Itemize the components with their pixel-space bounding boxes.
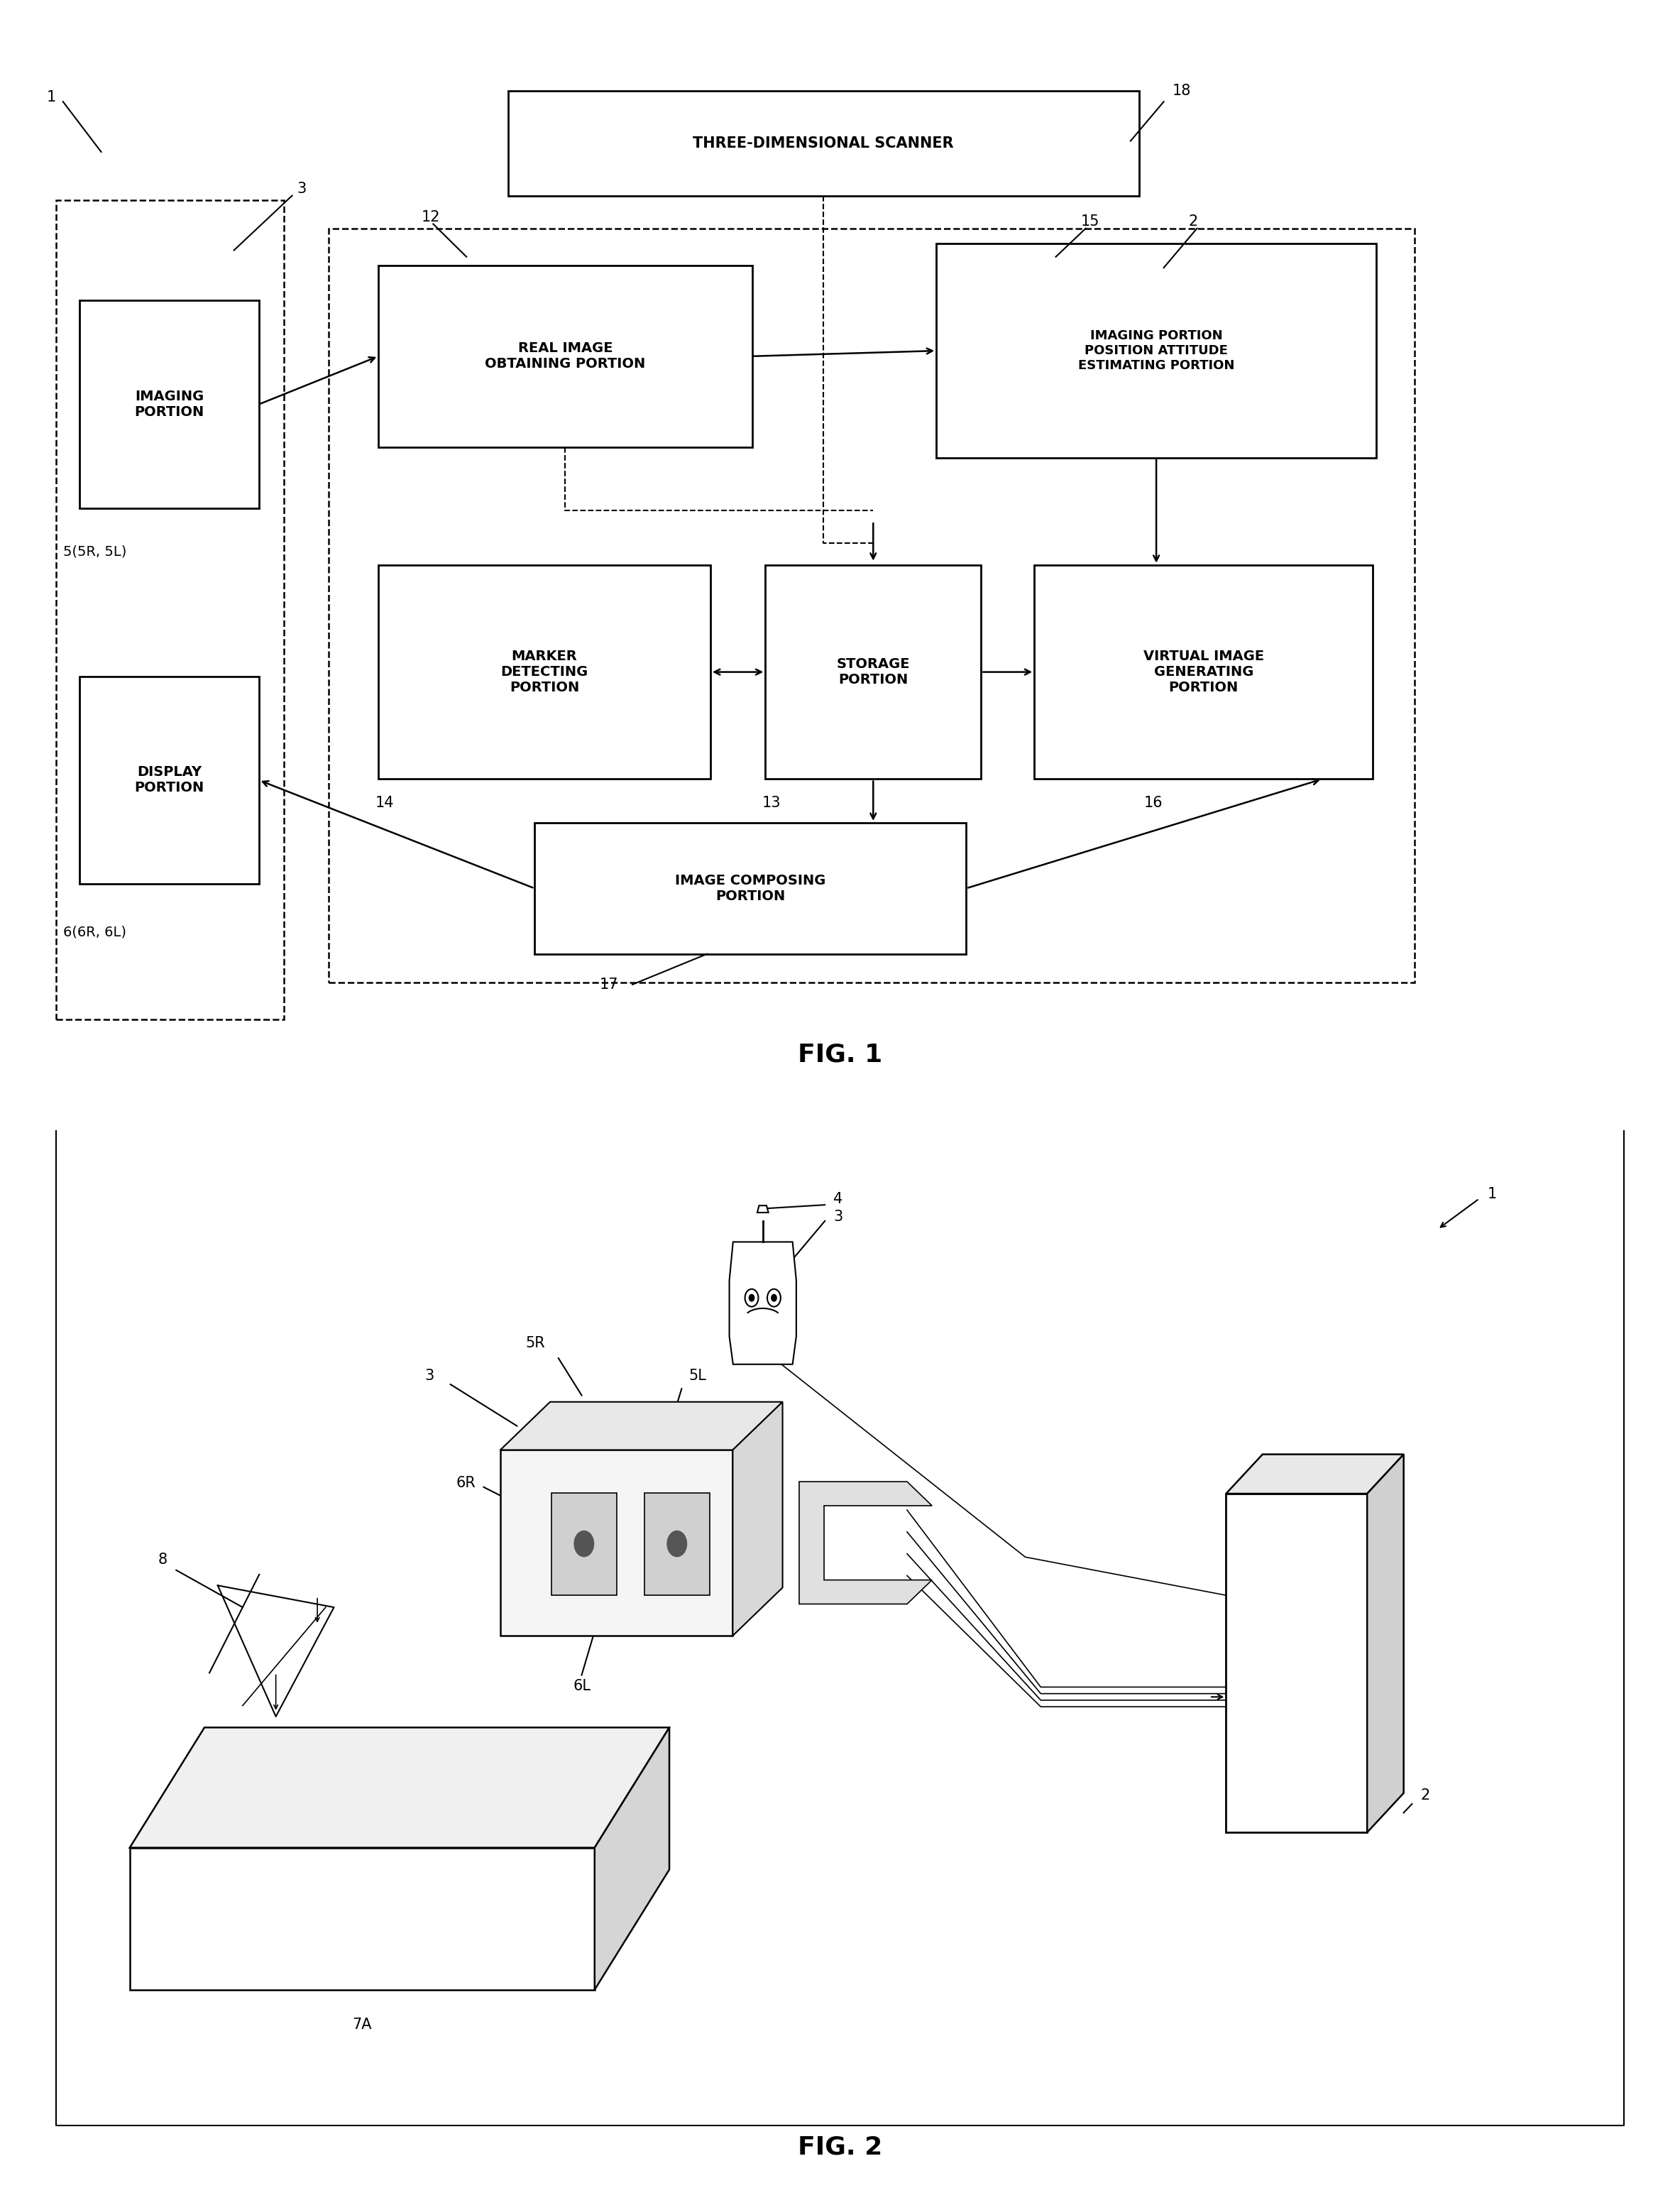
- Polygon shape: [129, 1727, 669, 1848]
- Polygon shape: [758, 1206, 768, 1213]
- Text: 6R: 6R: [455, 1475, 475, 1491]
- Text: REAL IMAGE
OBTAINING PORTION: REAL IMAGE OBTAINING PORTION: [486, 342, 645, 370]
- Polygon shape: [729, 1241, 796, 1365]
- Bar: [378, 265, 753, 448]
- Text: IMAGING
PORTION: IMAGING PORTION: [134, 390, 203, 419]
- Text: MARKER
DETECTING
PORTION: MARKER DETECTING PORTION: [501, 650, 588, 695]
- Text: 12: 12: [422, 209, 440, 225]
- Circle shape: [667, 1530, 687, 1557]
- Polygon shape: [1368, 1455, 1404, 1832]
- Text: STORAGE
PORTION: STORAGE PORTION: [837, 657, 911, 686]
- Bar: [501, 1451, 732, 1636]
- Text: 18: 18: [1173, 84, 1191, 97]
- Bar: [378, 564, 711, 778]
- Text: 5R: 5R: [526, 1336, 544, 1349]
- Polygon shape: [595, 1727, 669, 1989]
- Text: 1: 1: [47, 90, 55, 104]
- Text: 3: 3: [833, 1211, 843, 1224]
- Bar: [79, 300, 259, 507]
- Polygon shape: [1226, 1455, 1404, 1493]
- Text: IMAGE COMPOSING
PORTION: IMAGE COMPOSING PORTION: [675, 873, 825, 902]
- Text: 6L: 6L: [573, 1678, 591, 1693]
- Text: 8: 8: [158, 1552, 168, 1566]
- Bar: [936, 245, 1376, 459]
- Text: 15: 15: [1080, 214, 1099, 229]
- Text: 1: 1: [1487, 1186, 1497, 1202]
- Text: 5(5R, 5L): 5(5R, 5L): [62, 545, 126, 558]
- Circle shape: [575, 1530, 593, 1557]
- Bar: [551, 1493, 617, 1594]
- Text: 2: 2: [1189, 214, 1198, 229]
- Text: 17: 17: [600, 977, 618, 992]
- Text: VIRTUAL IMAGE
GENERATING
PORTION: VIRTUAL IMAGE GENERATING PORTION: [1142, 650, 1263, 695]
- Text: FIG. 2: FIG. 2: [798, 2134, 882, 2159]
- Polygon shape: [800, 1482, 932, 1603]
- Text: 3: 3: [297, 183, 306, 196]
- Polygon shape: [129, 1848, 595, 1989]
- Text: 13: 13: [763, 796, 781, 809]
- Text: 6(6R, 6L): 6(6R, 6L): [62, 926, 126, 939]
- Text: 2: 2: [1420, 1788, 1430, 1801]
- Text: 5L: 5L: [689, 1369, 707, 1383]
- Text: 14: 14: [375, 796, 393, 809]
- Text: 3: 3: [425, 1369, 433, 1383]
- Circle shape: [771, 1294, 776, 1301]
- Bar: [766, 564, 981, 778]
- Bar: [645, 1493, 709, 1594]
- Text: THREE-DIMENSIONAL SCANNER: THREE-DIMENSIONAL SCANNER: [692, 137, 954, 150]
- Bar: [1226, 1493, 1368, 1832]
- Bar: [329, 229, 1415, 981]
- Text: IMAGING PORTION
POSITION ATTITUDE
ESTIMATING PORTION: IMAGING PORTION POSITION ATTITUDE ESTIMA…: [1079, 329, 1235, 373]
- Text: 16: 16: [1144, 796, 1163, 809]
- Bar: [79, 677, 259, 884]
- Polygon shape: [732, 1402, 783, 1636]
- Bar: [534, 822, 966, 955]
- Text: FIG. 1: FIG. 1: [798, 1043, 882, 1067]
- Bar: [57, 201, 284, 1019]
- Polygon shape: [501, 1402, 783, 1451]
- Text: 4: 4: [833, 1193, 843, 1206]
- Circle shape: [749, 1294, 754, 1301]
- Text: 7A: 7A: [353, 2018, 371, 2031]
- Text: DISPLAY
PORTION: DISPLAY PORTION: [134, 765, 203, 794]
- Bar: [507, 90, 1139, 196]
- Bar: [1035, 564, 1373, 778]
